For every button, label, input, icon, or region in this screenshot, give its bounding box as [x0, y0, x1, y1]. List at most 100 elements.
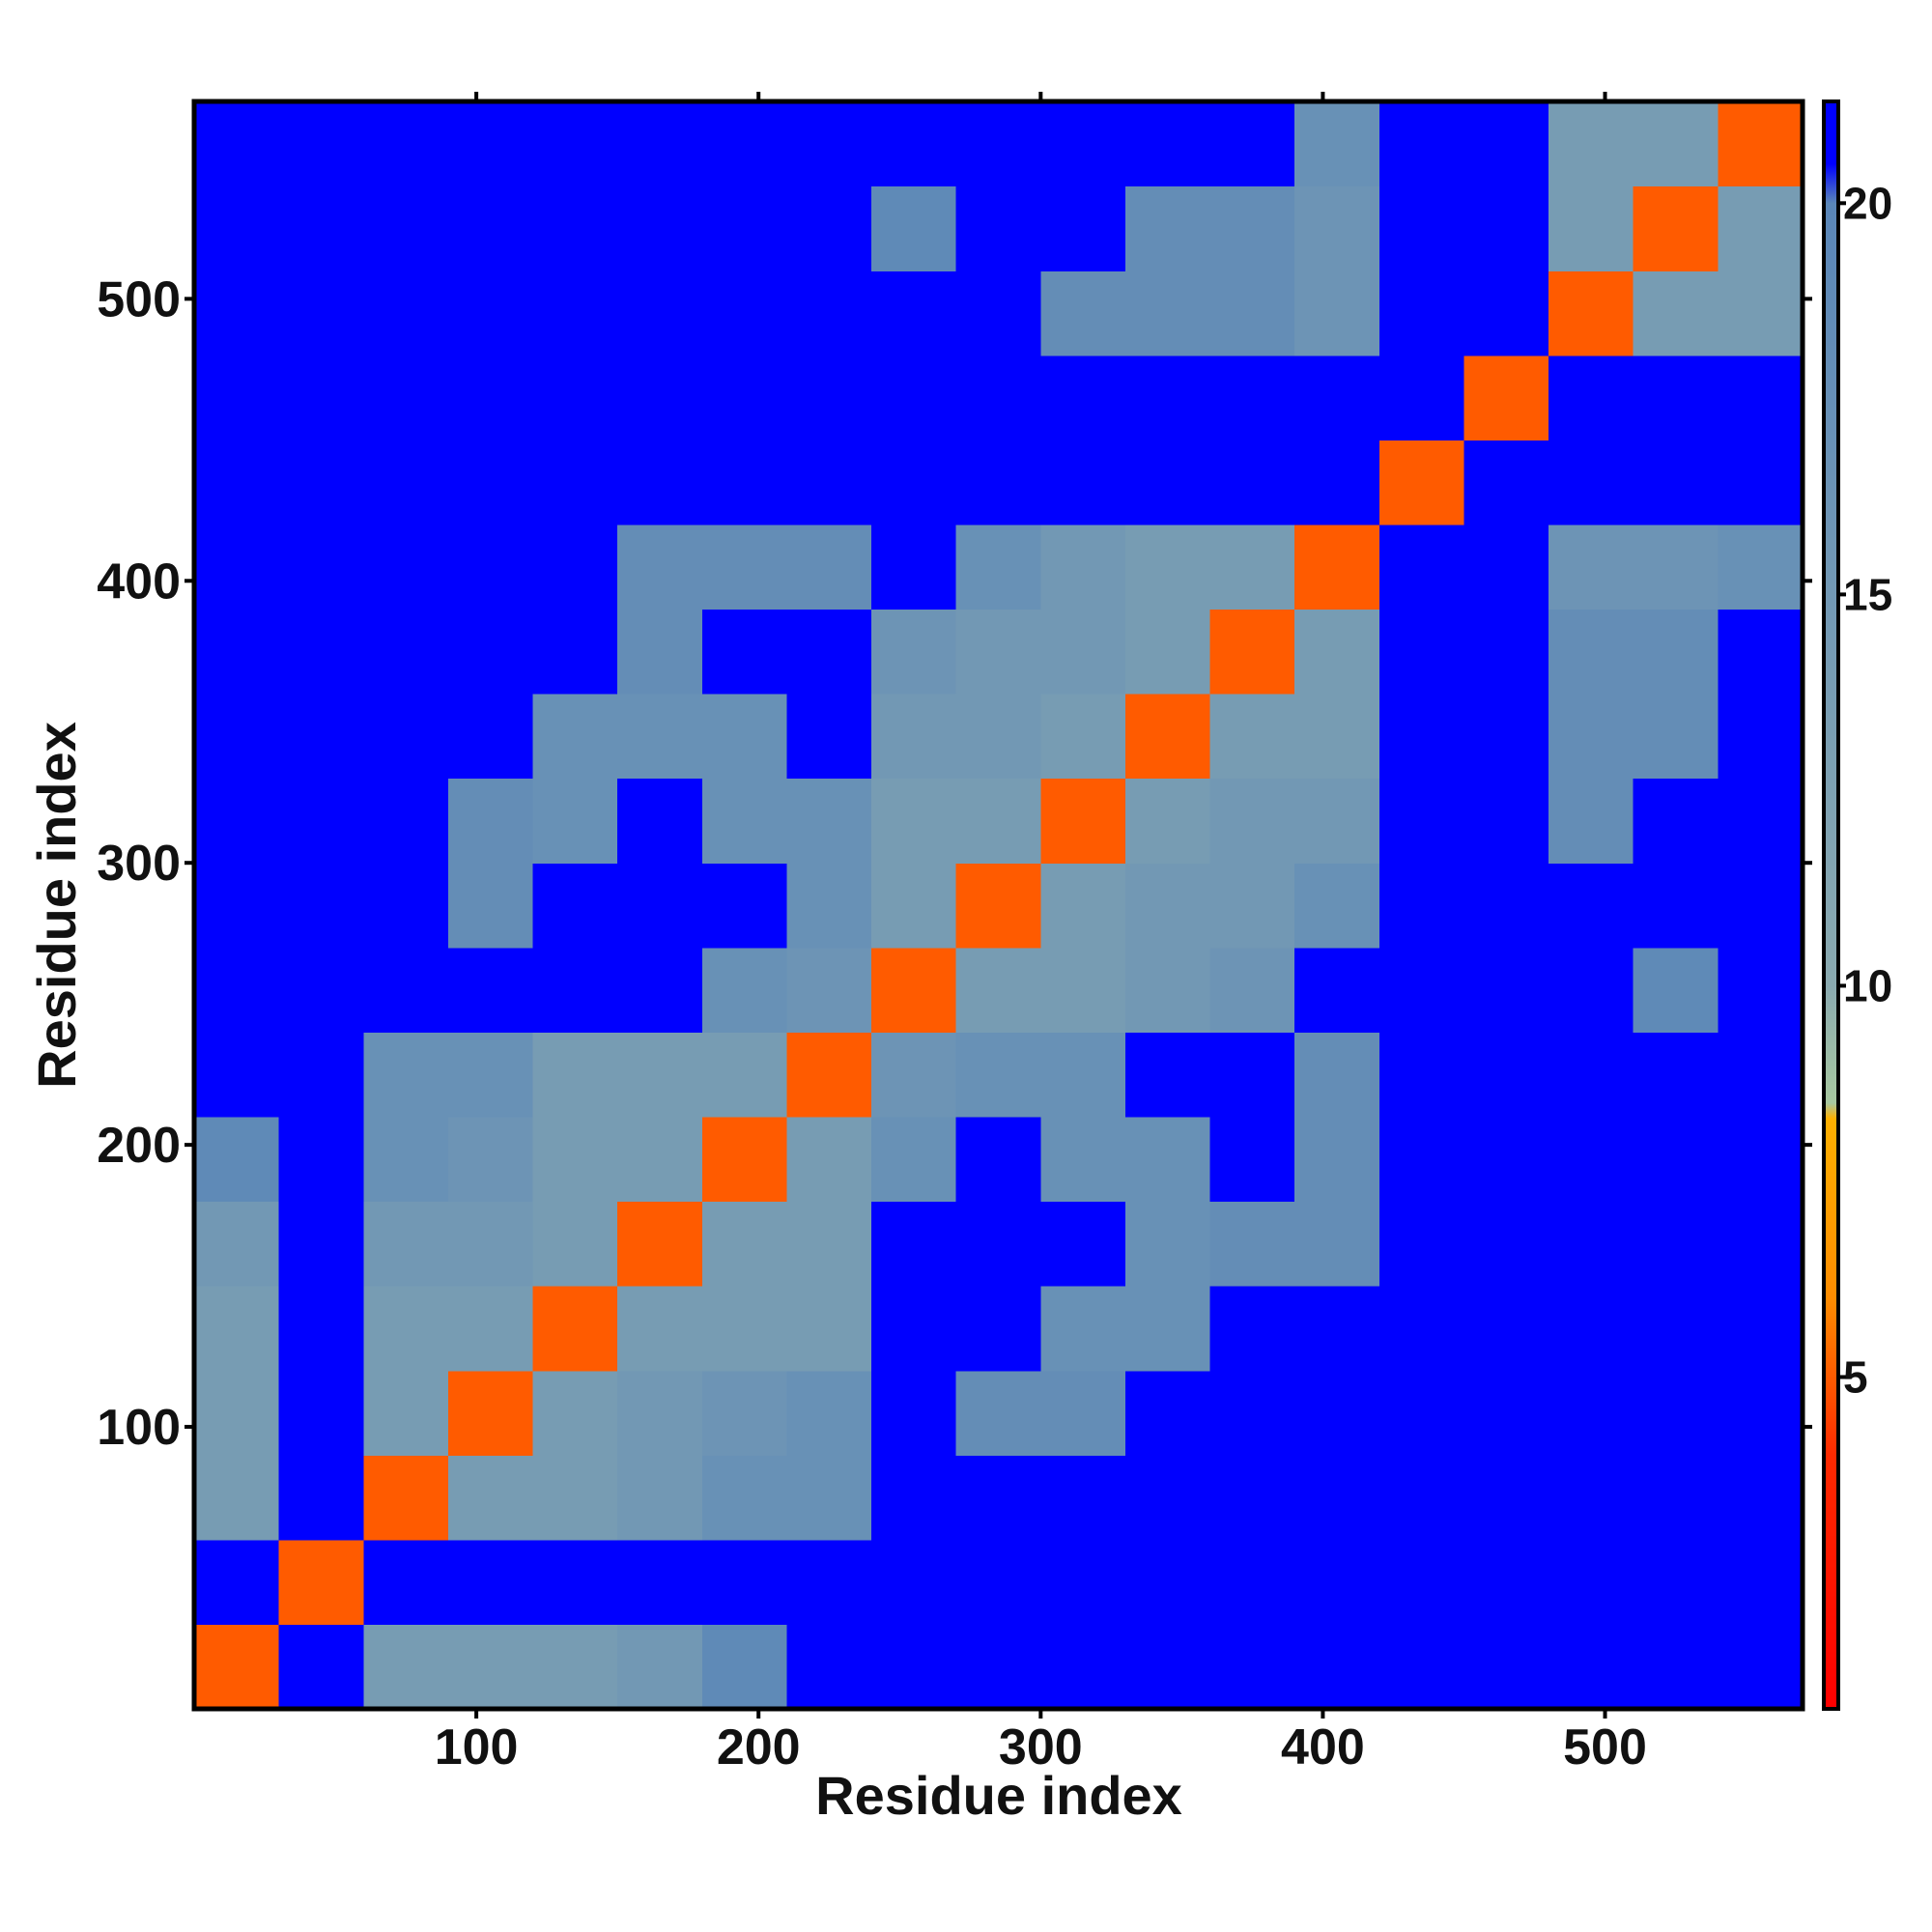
- heatmap-cell: [701, 101, 788, 187]
- heatmap-cell: [955, 694, 1041, 780]
- heatmap-cell: [1633, 1370, 1719, 1456]
- heatmap-cell: [1294, 778, 1380, 864]
- heatmap-cell: [1633, 270, 1719, 356]
- heatmap-cell: [617, 1370, 703, 1456]
- heatmap-cell: [955, 440, 1041, 526]
- heatmap-cell: [1633, 1116, 1719, 1203]
- heatmap-cell: [1294, 609, 1380, 695]
- heatmap-cell: [447, 524, 534, 611]
- heatmap-cell: [1463, 1624, 1549, 1710]
- heatmap-cell: [1209, 440, 1295, 526]
- heatmap-cell: [1209, 778, 1295, 864]
- heatmap-cell: [955, 1116, 1041, 1203]
- y-tick-label: 400: [97, 554, 181, 610]
- heatmap-cell: [532, 355, 618, 440]
- heatmap-cell: [1463, 270, 1549, 356]
- heatmap-cell: [532, 1370, 618, 1456]
- heatmap-cell: [194, 1032, 280, 1118]
- heatmap-cell: [1718, 185, 1804, 271]
- heatmap-cell: [363, 1032, 449, 1118]
- heatmap-cell: [871, 1032, 957, 1118]
- heatmap-cell: [871, 694, 957, 780]
- heatmap-cell: [955, 947, 1041, 1033]
- heatmap-cell: [363, 1539, 449, 1626]
- heatmap-cell: [1294, 185, 1380, 271]
- heatmap-cell: [786, 609, 872, 695]
- heatmap-cell: [701, 947, 788, 1033]
- heatmap-cell: [363, 185, 449, 271]
- heatmap-cell: [532, 609, 618, 695]
- heatmap-cell: [1209, 609, 1295, 695]
- heatmap-cell: [1548, 185, 1634, 271]
- heatmap-cell: [194, 524, 280, 611]
- heatmap-cell: [1040, 863, 1126, 949]
- heatmap-cell: [1378, 1539, 1465, 1626]
- heatmap-cell: [1378, 863, 1465, 949]
- heatmap-cell: [871, 440, 957, 526]
- heatmap-cell: [194, 270, 280, 356]
- heatmap-cell: [1040, 694, 1126, 780]
- heatmap-cell: [1548, 863, 1634, 949]
- heatmap-cell: [1718, 1370, 1804, 1456]
- heatmap-cell: [1718, 1201, 1804, 1287]
- heatmap-cell: [194, 440, 280, 526]
- heatmap-cell: [1209, 694, 1295, 780]
- heatmap-cell: [701, 1370, 788, 1456]
- heatmap-cell: [194, 1201, 280, 1287]
- heatmap-cell: [617, 1455, 703, 1541]
- heatmap-cell: [1124, 1032, 1211, 1118]
- plot-frame: [191, 99, 1805, 1712]
- heatmap-cell: [617, 355, 703, 440]
- heatmap-cell: [1124, 270, 1211, 356]
- heatmap-cell: [955, 355, 1041, 440]
- heatmap-cell: [1718, 1624, 1804, 1710]
- heatmap-cell: [1124, 1455, 1211, 1541]
- heatmap-cell: [447, 947, 534, 1033]
- heatmap-cell: [194, 778, 280, 864]
- heatmap-cell: [786, 440, 872, 526]
- heatmap-cell: [1378, 778, 1465, 864]
- heatmap-cell: [278, 185, 364, 271]
- colorbar-tick-label: 20: [1843, 178, 1892, 228]
- heatmap-cell: [363, 440, 449, 526]
- heatmap-cell: [1124, 1624, 1211, 1710]
- heatmap-cell: [1040, 1624, 1126, 1710]
- heatmap-cell: [1294, 1370, 1380, 1456]
- heatmap-cell: [1548, 524, 1634, 611]
- heatmap-cell: [786, 1116, 872, 1203]
- heatmap-cell: [447, 863, 534, 949]
- heatmap-cell: [1463, 694, 1549, 780]
- heatmap-cell: [701, 1116, 788, 1203]
- heatmap-cell: [1124, 1539, 1211, 1626]
- heatmap-cell: [786, 694, 872, 780]
- heatmap-cell: [447, 185, 534, 271]
- heatmap-cell: [1124, 440, 1211, 526]
- heatmap-cell: [786, 1455, 872, 1541]
- heatmap-cell: [194, 355, 280, 440]
- x-tick-label: 500: [1563, 1719, 1647, 1776]
- heatmap-cell: [955, 1370, 1041, 1456]
- heatmap-cell: [1378, 1286, 1465, 1372]
- heatmap-cell: [1718, 524, 1804, 611]
- heatmap-cell: [1548, 1201, 1634, 1287]
- heatmap-cell: [278, 609, 364, 695]
- heatmap-cell: [786, 1539, 872, 1626]
- heatmap-cell: [447, 101, 534, 187]
- heatmap-cell: [194, 101, 280, 187]
- y-tick-label: 100: [97, 1400, 181, 1456]
- heatmap-cell: [1548, 609, 1634, 695]
- heatmap-cell: [278, 1370, 364, 1456]
- heatmap-cell: [786, 863, 872, 949]
- heatmap-cell: [1040, 1201, 1126, 1287]
- heatmap-cell: [1378, 524, 1465, 611]
- heatmap-cell: [1294, 947, 1380, 1033]
- heatmap-cell: [1124, 778, 1211, 864]
- heatmap-cell: [701, 1539, 788, 1626]
- heatmap-cell: [1040, 440, 1126, 526]
- heatmap-cell: [1718, 947, 1804, 1033]
- heatmap-cell: [1040, 1539, 1126, 1626]
- heatmap-cell: [617, 1032, 703, 1118]
- heatmap-cell: [871, 947, 957, 1033]
- heatmap-cell: [701, 1455, 788, 1541]
- heatmap-cell: [871, 1116, 957, 1203]
